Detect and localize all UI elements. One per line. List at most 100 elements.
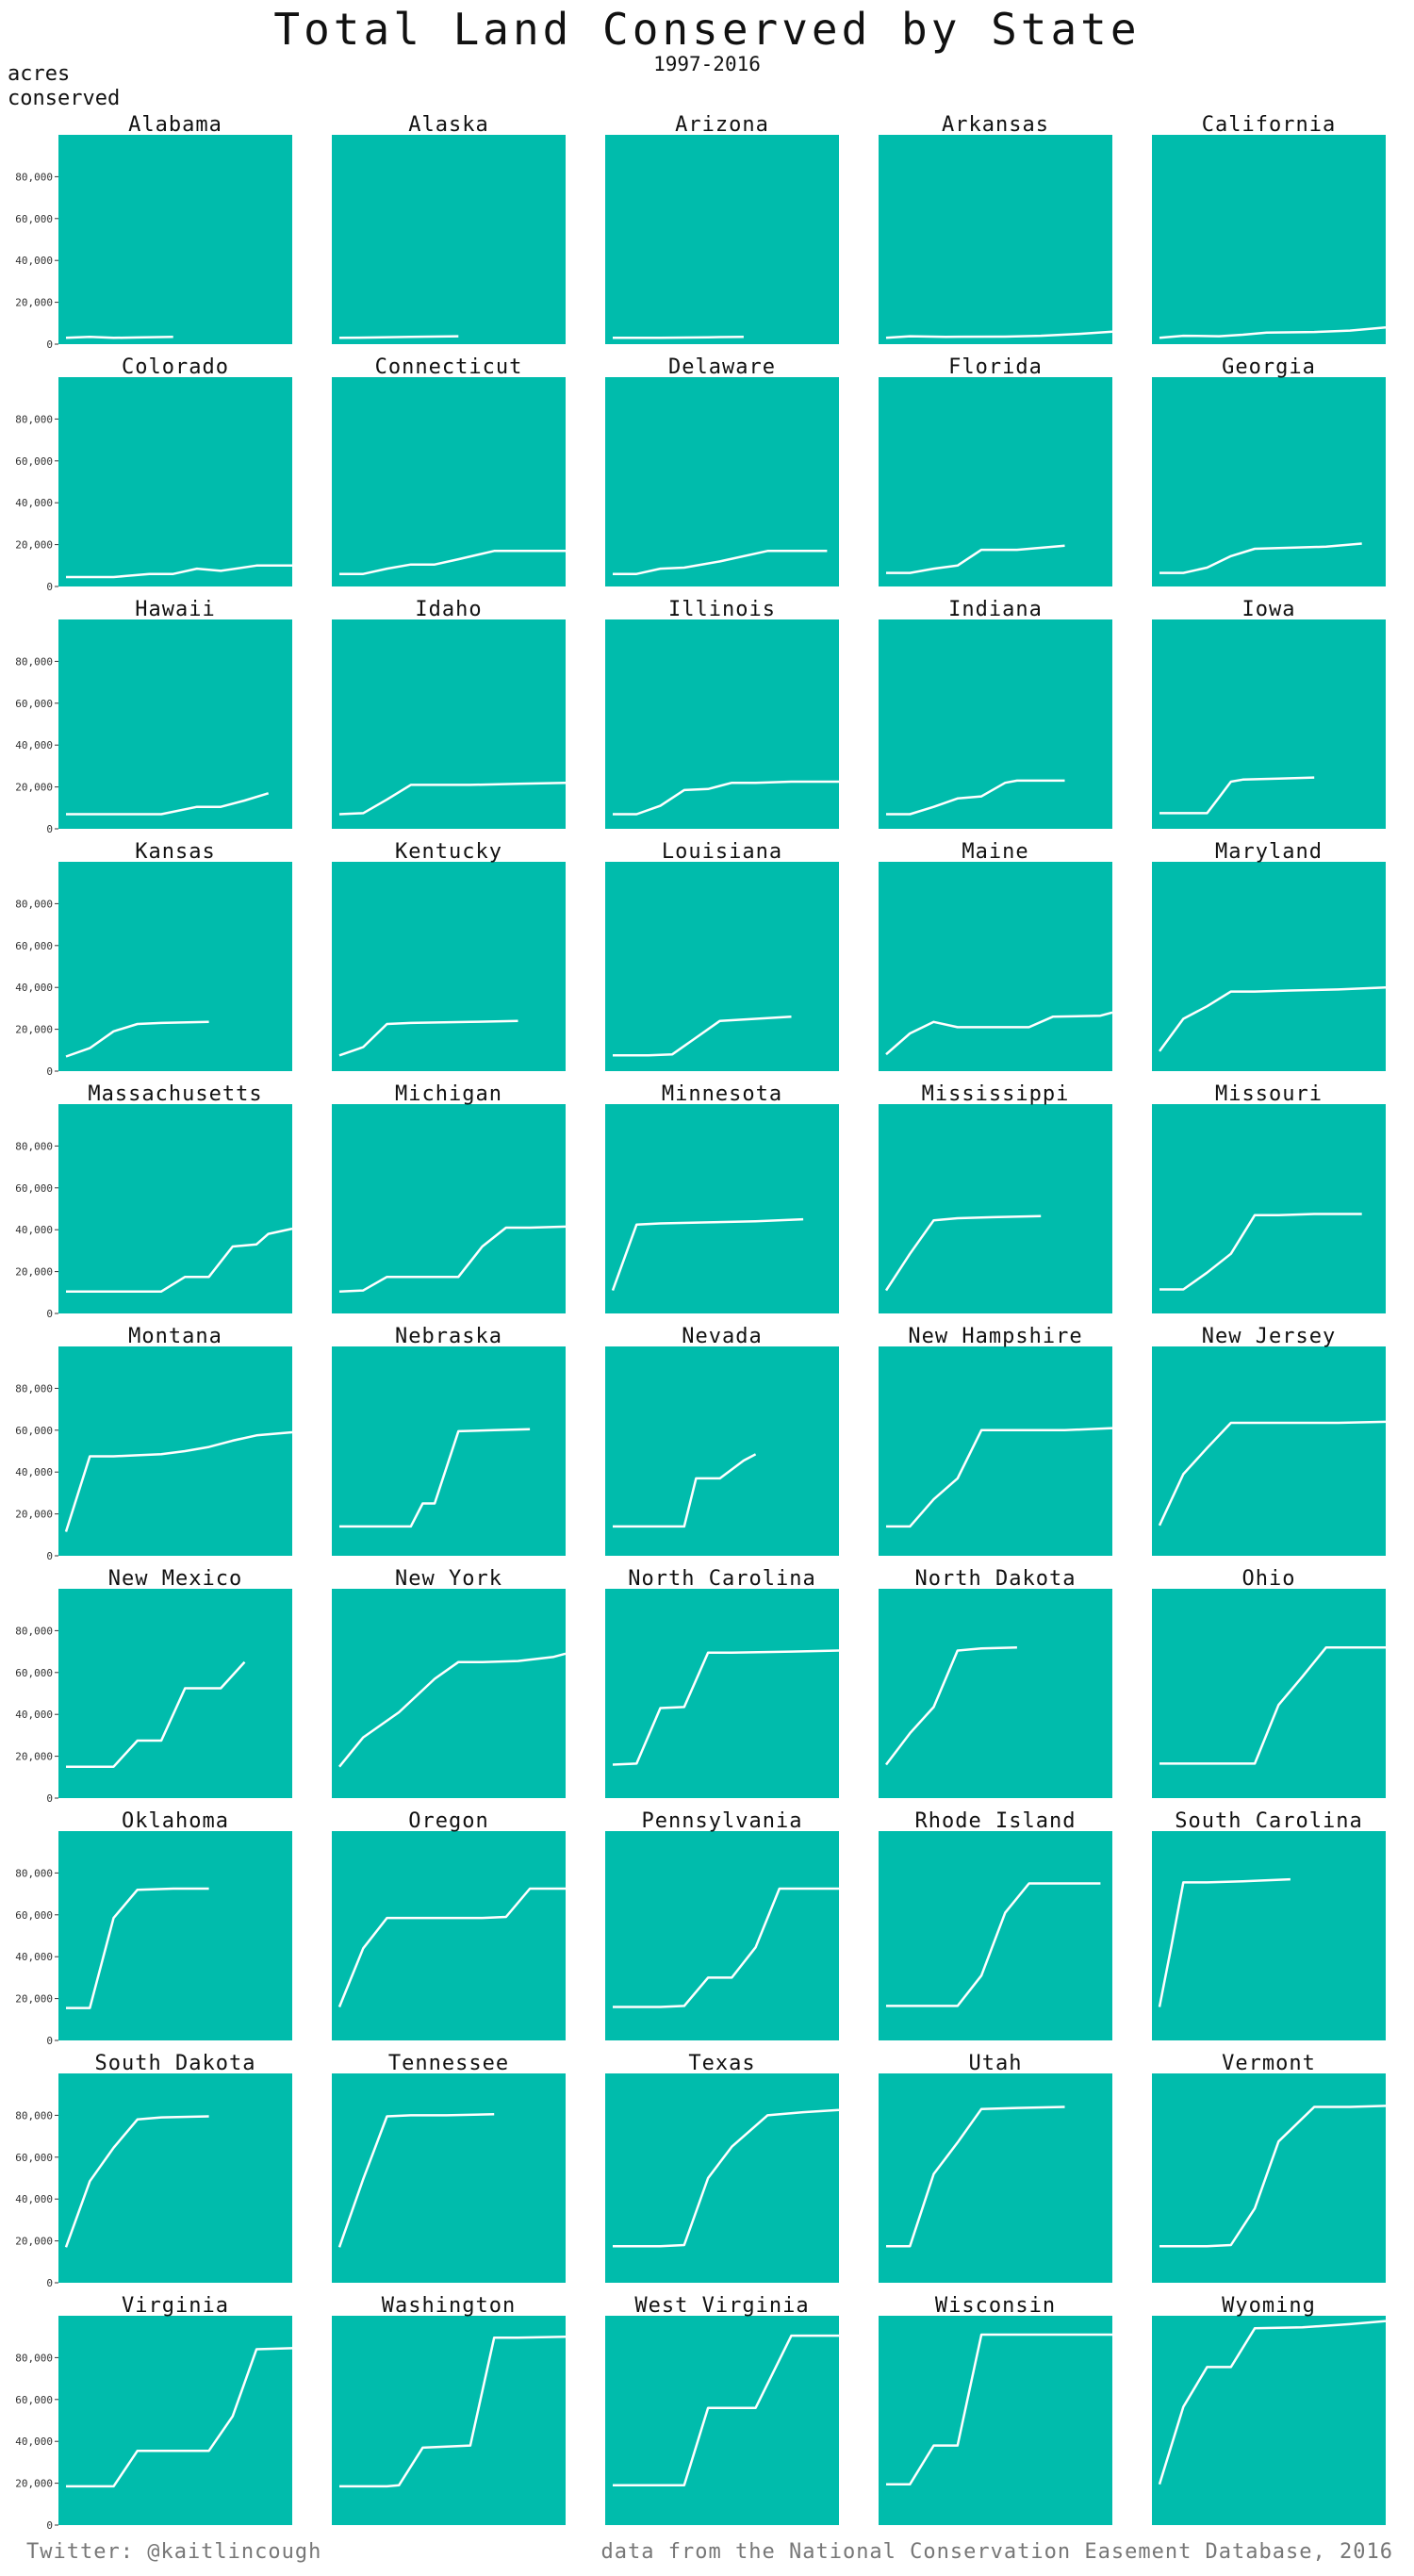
series-line-california: [1159, 325, 1387, 339]
series-line-iowa: [1159, 776, 1315, 815]
panel-idaho: Idaho: [332, 598, 567, 829]
panel-virginia: Virginia 0 20,000 40,000 60,000 80,000: [15, 2294, 293, 2532]
panel-arizona: Arizona: [605, 113, 839, 344]
y-tick-label: 60,000: [15, 1909, 53, 1922]
panel-oregon: Oregon: [332, 1809, 566, 2040]
y-tick-label: 0: [46, 2035, 53, 2047]
y-tick-label: 80,000: [15, 1140, 53, 1152]
y-tick-label: 0: [46, 1065, 53, 1078]
panel-background: [332, 377, 566, 586]
y-tick-label: 20,000: [15, 2236, 53, 2248]
panel-title: South Dakota: [95, 2052, 256, 2075]
panel-background: [332, 1589, 566, 1798]
panel-title: Texas: [688, 2052, 755, 2075]
panel-title: Vermont: [1222, 2052, 1316, 2075]
y-tick-label: 60,000: [15, 698, 53, 710]
panel-hawaii: Hawaii 0 20,000 40,000 60,000 80,000: [15, 598, 292, 835]
panel-title: Delaware: [668, 355, 776, 379]
y-tick-label: 40,000: [15, 1224, 53, 1236]
panel-title: Maine: [962, 840, 1028, 864]
series-line-illinois: [613, 780, 839, 816]
panel-background: [58, 377, 292, 586]
panel-title: Florida: [948, 355, 1043, 379]
y-tick-label: 40,000: [15, 2436, 53, 2448]
panel-background: [332, 2073, 566, 2283]
panel-title: Mississippi: [922, 1082, 1070, 1106]
panel-title: Wyoming: [1222, 2294, 1316, 2318]
panel-connecticut: Connecticut: [332, 355, 566, 586]
series-line-oregon: [337, 1887, 566, 2007]
panel-background: [1152, 862, 1386, 1071]
panel-ohio: Ohio: [1152, 1567, 1386, 1798]
panel-florida: Florida: [879, 355, 1112, 586]
series-line-alabama: [65, 335, 173, 339]
panel-title: Arizona: [675, 113, 769, 137]
panel-title: Michigan: [395, 1082, 502, 1106]
panel-title: New Mexico: [108, 1567, 242, 1591]
series-line-north-dakota: [885, 1645, 1017, 1766]
panel-wyoming: Wyoming: [1152, 2294, 1387, 2525]
panel-background: [58, 1346, 292, 1556]
series-line-pennsylvania: [613, 1887, 839, 2008]
panel-pennsylvania: Pennsylvania: [605, 1809, 839, 2040]
y-tick-label: 20,000: [15, 2478, 53, 2490]
y-tick-label: 0: [46, 1550, 53, 1562]
panel-title: Montana: [128, 1325, 222, 1348]
panel-background: [605, 619, 839, 829]
y-tick-label: 0: [46, 581, 53, 593]
panel-new-hampshire: New Hampshire: [879, 1325, 1113, 1556]
series-line-louisiana: [613, 1016, 792, 1057]
y-tick-label: 40,000: [15, 497, 53, 509]
panel-title: Iowa: [1242, 598, 1296, 621]
panel-background: [58, 2073, 292, 2283]
chart-title: Total Land Conserved by State: [273, 4, 1141, 55]
data-source-credit: data from the National Conservation Ease…: [600, 2540, 1393, 2564]
panel-missouri: Missouri: [1152, 1082, 1386, 1313]
series-line-missouri: [1159, 1213, 1362, 1291]
series-line-rhode-island: [886, 1882, 1101, 2007]
panel-montana: Montana 0 20,000 40,000 60,000 80,000: [15, 1325, 293, 1562]
series-line-michigan: [338, 1225, 567, 1293]
series-line-arizona: [613, 335, 744, 339]
panel-title: California: [1202, 113, 1336, 137]
panel-colorado: Colorado 0 20,000 40,000 60,000 80,000: [15, 355, 292, 593]
panel-background: [332, 135, 566, 344]
panel-new-jersey: New Jersey: [1152, 1325, 1387, 1556]
y-tick-label: 0: [46, 339, 53, 351]
y-tick-label: 60,000: [15, 2152, 53, 2164]
panel-title: Oregon: [408, 1809, 488, 1833]
panel-title: Idaho: [415, 598, 482, 621]
panel-south-carolina: South Carolina: [1152, 1809, 1386, 2040]
panel-background: [332, 1346, 566, 1556]
y-tick-label: 40,000: [15, 982, 53, 994]
panel-background: [1152, 1589, 1386, 1798]
y-tick-label: 40,000: [15, 1466, 53, 1478]
y-tick-label: 80,000: [15, 2352, 53, 2364]
panel-maine: Maine: [879, 840, 1113, 1071]
panel-title: Louisiana: [662, 840, 782, 864]
y-tick-label: 80,000: [15, 171, 53, 183]
y-tick-label: 20,000: [15, 1751, 53, 1763]
panel-rhode-island: Rhode Island: [879, 1809, 1112, 2040]
panel-kentucky: Kentucky: [332, 840, 566, 1071]
panel-arkansas: Arkansas: [879, 113, 1113, 344]
series-line-washington: [339, 2335, 567, 2488]
series-line-texas: [613, 2108, 840, 2248]
panel-title: Colorado: [122, 355, 229, 379]
y-tick-label: 60,000: [15, 213, 53, 225]
panel-oklahoma: Oklahoma 0 20,000 40,000 60,000 80,000: [15, 1809, 292, 2047]
y-tick-label: 60,000: [15, 455, 53, 468]
series-line-kansas: [65, 1020, 209, 1058]
y-tick-label: 0: [46, 1792, 53, 1805]
series-line-indiana: [886, 779, 1065, 816]
y-tick-label: 80,000: [15, 1625, 53, 1637]
y-tick-label: 20,000: [15, 1266, 53, 1279]
panel-title: Ohio: [1242, 1567, 1296, 1591]
y-tick-label: 20,000: [15, 1509, 53, 1521]
panel-background: [58, 619, 292, 829]
panel-background: [605, 1346, 839, 1556]
y-tick-label: 60,000: [15, 1667, 53, 1679]
panel-title: North Dakota: [915, 1567, 1077, 1591]
panel-washington: Washington: [332, 2294, 567, 2525]
series-line-west-virginia: [613, 2334, 839, 2487]
